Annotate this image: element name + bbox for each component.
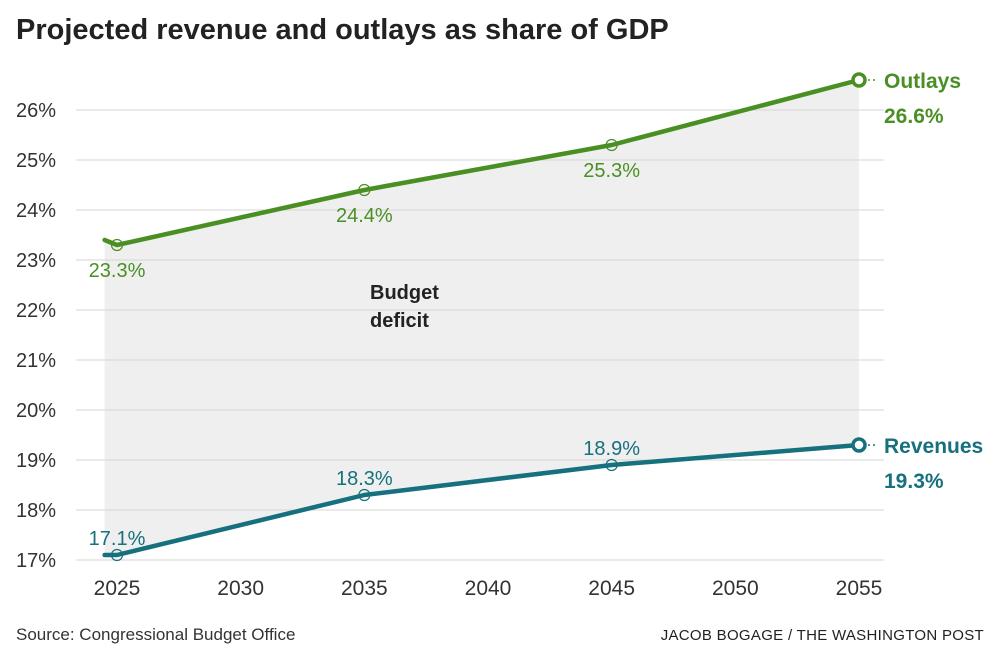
y-tick-label: 17% <box>16 550 56 572</box>
y-tick-label: 24% <box>16 200 56 222</box>
series-line-revenues <box>102 442 862 558</box>
y-tick-label: 25% <box>16 150 56 172</box>
y-tick-label: 21% <box>16 350 56 372</box>
data-label: 18.3% <box>336 468 393 490</box>
data-point-marker <box>110 548 124 562</box>
x-tick-label: 2055 <box>836 577 883 600</box>
data-point-marker <box>605 138 618 152</box>
line-chart: 17% 18% 19% 20% 21% 22% 23% 24% 25% 26% 2025 2030 20… <box>16 70 983 600</box>
data-point-marker <box>605 458 618 472</box>
y-tick-label: 23% <box>16 250 56 272</box>
x-tick-label: 2045 <box>588 577 635 600</box>
legend-label-revenues: Revenues <box>884 435 983 458</box>
data-label: 23.3% <box>89 260 146 282</box>
end-value-outlays: 26.6% <box>884 105 944 128</box>
end-point-marker <box>851 437 867 453</box>
x-tick-label: 2035 <box>341 577 388 600</box>
data-label: 24.4% <box>336 205 393 227</box>
y-tick-label: 26% <box>16 100 56 122</box>
end-point-marker <box>851 72 867 88</box>
data-label: 17.1% <box>89 528 146 550</box>
credit-line: JACOB BOGAGE / THE WASHINGTON POST <box>660 627 984 644</box>
y-tick-label: 20% <box>16 400 56 422</box>
data-point-marker <box>358 183 371 197</box>
x-tick-label: 2050 <box>712 577 759 600</box>
legend-label-outlays: Outlays <box>884 70 961 93</box>
x-tick-label: 2025 <box>94 577 141 600</box>
deficit-shaded-area <box>104 80 860 555</box>
source-note: Source: Congressional Budget Office <box>16 625 296 644</box>
end-value-revenues: 19.3% <box>884 470 944 493</box>
data-point-marker <box>358 488 371 502</box>
data-point-marker <box>110 238 124 252</box>
series-line-outlays <box>102 77 862 248</box>
deficit-label: deficit <box>370 310 429 332</box>
data-label: 18.9% <box>583 438 640 460</box>
y-tick-label: 22% <box>16 300 56 322</box>
y-tick-label: 19% <box>16 450 56 472</box>
x-tick-label: 2030 <box>217 577 264 600</box>
deficit-label: Budget <box>370 282 439 304</box>
data-label: 25.3% <box>583 160 640 182</box>
x-tick-label: 2040 <box>465 577 512 600</box>
y-tick-label: 18% <box>16 500 56 522</box>
chart-title: Projected revenue and outlays as share o… <box>16 14 669 46</box>
